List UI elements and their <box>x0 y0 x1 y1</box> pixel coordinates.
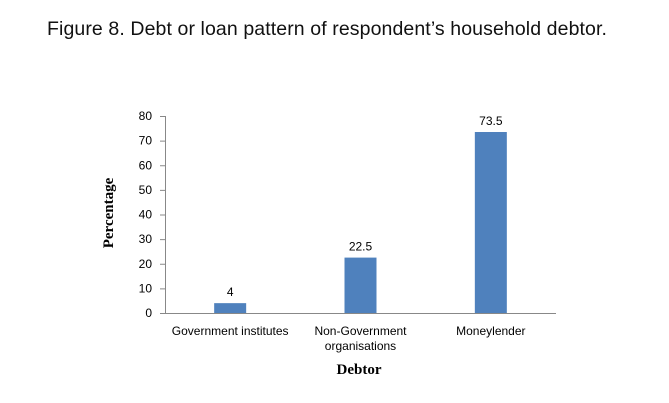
figure-caption-text: Debt or loan pattern of respondent’s hou… <box>130 18 608 40</box>
y-tick-label: 40 <box>139 208 153 222</box>
x-tick-label: Government institutes <box>172 324 289 338</box>
y-tick-label: 30 <box>139 232 153 246</box>
y-tick-label: 80 <box>139 109 153 123</box>
y-tick-label: 50 <box>139 183 153 197</box>
bar <box>344 257 377 313</box>
bar <box>214 303 247 313</box>
y-tick-label: 70 <box>139 134 153 148</box>
x-tick-label: Non-Government <box>314 324 407 338</box>
x-tick-label: Moneylender <box>456 324 525 338</box>
figure-label: Figure 8. <box>47 18 125 40</box>
data-label: 4 <box>227 285 234 299</box>
figure-caption: Figure 8. Debt or loan pattern of respon… <box>47 18 607 41</box>
y-tick-label: 20 <box>139 257 153 271</box>
y-axis-label: Percentage <box>101 177 117 248</box>
x-axis-label: Debtor <box>337 362 382 378</box>
data-label: 73.5 <box>479 114 503 128</box>
bar <box>474 132 507 313</box>
y-tick-label: 60 <box>139 158 153 172</box>
x-tick-label: organisations <box>325 339 396 353</box>
y-tick-label: 10 <box>139 281 153 295</box>
data-label: 22.5 <box>349 240 373 254</box>
y-tick-label: 0 <box>145 306 152 320</box>
